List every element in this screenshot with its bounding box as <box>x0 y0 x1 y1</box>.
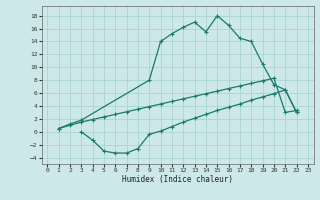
X-axis label: Humidex (Indice chaleur): Humidex (Indice chaleur) <box>122 175 233 184</box>
